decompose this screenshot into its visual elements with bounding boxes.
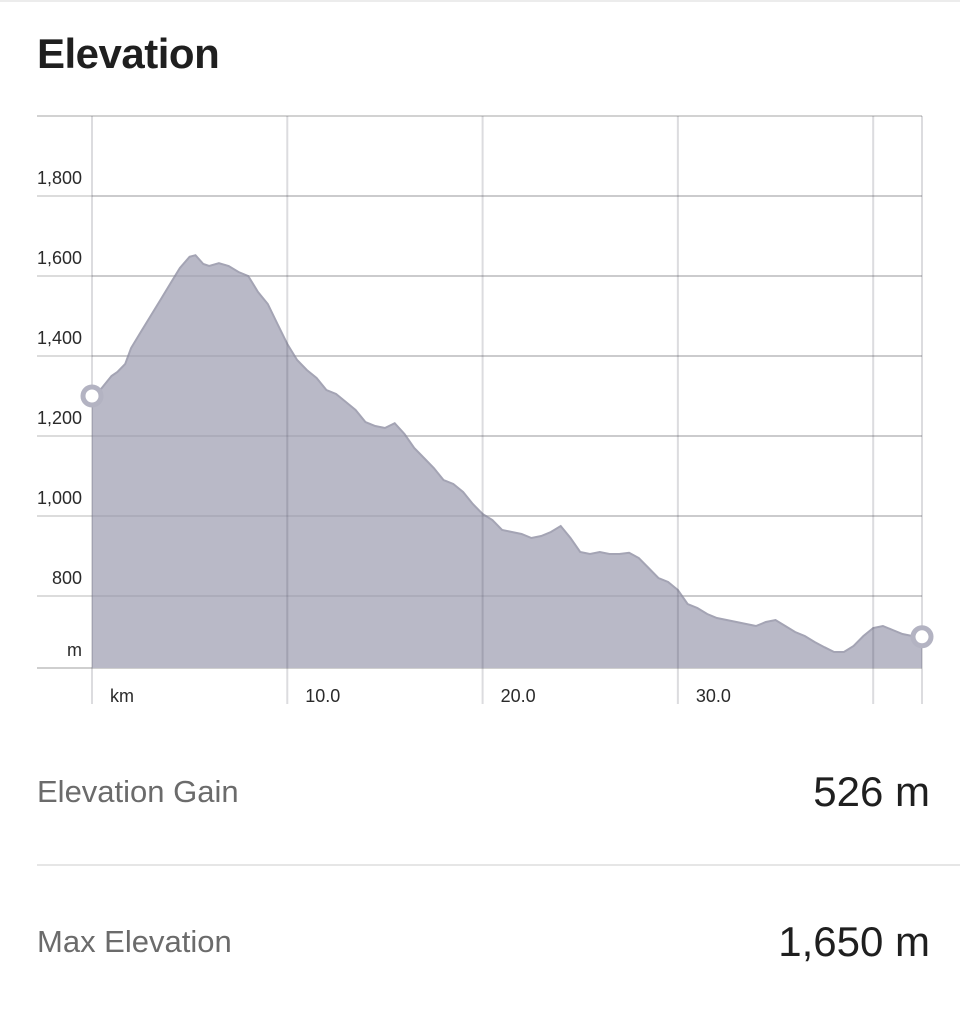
elevation-line <box>91 254 923 653</box>
elevation-gain-value: 526 m <box>813 768 930 815</box>
elevation-gain-label: Elevation Gain <box>37 774 239 809</box>
max-elevation-row: Max Elevation 1,650 m <box>37 902 930 982</box>
y-tick-label: 1,400 <box>37 328 82 348</box>
top-rule <box>0 0 960 2</box>
elevation-gain-row: Elevation Gain 526 m <box>37 752 930 832</box>
x-tick-label: 30.0 <box>696 686 731 706</box>
y-tick-label: 1,200 <box>37 408 82 428</box>
y-tick-label: 800 <box>52 568 82 588</box>
start-marker[interactable] <box>80 384 104 408</box>
max-elevation-value: 1,650 m <box>778 918 930 965</box>
y-tick-label: 1,600 <box>37 248 82 268</box>
y-axis-unit-label: m <box>67 640 82 660</box>
x-tick-label: 20.0 <box>501 686 536 706</box>
stats-divider <box>37 864 960 866</box>
x-axis-unit-label: km <box>110 686 134 706</box>
x-tick-label: 10.0 <box>305 686 340 706</box>
elevation-chart[interactable]: 800 1,000 1,200 1,400 1,600 1,800 m km 10.0 20.0 3… <box>0 100 960 710</box>
page-title: Elevation <box>37 30 220 77</box>
elevation-area <box>92 255 922 668</box>
y-tick-label: 1,800 <box>37 168 82 188</box>
end-marker[interactable] <box>910 625 934 649</box>
max-elevation-label: Max Elevation <box>37 924 232 959</box>
chart-markers <box>80 384 934 649</box>
chart-vertical-grid <box>91 116 923 704</box>
chart-labels: 800 1,000 1,200 1,400 1,600 1,800 m km 10.0 20.0 3… <box>37 168 731 706</box>
y-tick-label: 1,000 <box>37 488 82 508</box>
